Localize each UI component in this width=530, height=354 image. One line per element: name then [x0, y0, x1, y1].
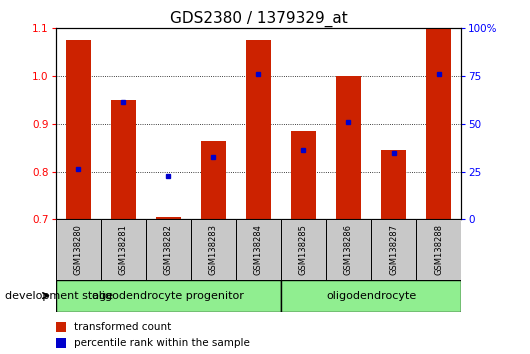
- Text: development stage: development stage: [5, 291, 113, 301]
- Text: oligodendrocyte: oligodendrocyte: [326, 291, 416, 301]
- Bar: [336, 76, 361, 219]
- Bar: [56, 219, 101, 280]
- Bar: [66, 40, 91, 219]
- Bar: [291, 131, 316, 219]
- Bar: [371, 219, 416, 280]
- Bar: [326, 219, 371, 280]
- Bar: [281, 219, 326, 280]
- Text: GSM138287: GSM138287: [389, 224, 398, 275]
- Text: transformed count: transformed count: [74, 322, 171, 332]
- Text: GSM138280: GSM138280: [74, 224, 83, 275]
- Text: GSM138284: GSM138284: [254, 224, 263, 275]
- Text: oligodendrocyte progenitor: oligodendrocyte progenitor: [92, 291, 244, 301]
- Bar: [191, 219, 236, 280]
- Text: GSM138283: GSM138283: [209, 224, 218, 275]
- Bar: [416, 219, 461, 280]
- Bar: [246, 40, 271, 219]
- Bar: [281, 280, 461, 312]
- Bar: [381, 150, 406, 219]
- Text: GSM138281: GSM138281: [119, 224, 128, 275]
- Bar: [426, 28, 451, 219]
- Title: GDS2380 / 1379329_at: GDS2380 / 1379329_at: [170, 11, 347, 27]
- Text: GSM138288: GSM138288: [434, 224, 443, 275]
- Text: percentile rank within the sample: percentile rank within the sample: [74, 338, 250, 348]
- Text: GSM138286: GSM138286: [344, 224, 353, 275]
- Text: GSM138285: GSM138285: [299, 224, 308, 275]
- Bar: [146, 219, 191, 280]
- Bar: [156, 217, 181, 219]
- Bar: [101, 219, 146, 280]
- Bar: [111, 100, 136, 219]
- Text: GSM138282: GSM138282: [164, 224, 173, 275]
- Bar: [56, 322, 66, 332]
- Bar: [201, 141, 226, 219]
- Bar: [56, 280, 281, 312]
- Bar: [236, 219, 281, 280]
- Bar: [56, 338, 66, 348]
